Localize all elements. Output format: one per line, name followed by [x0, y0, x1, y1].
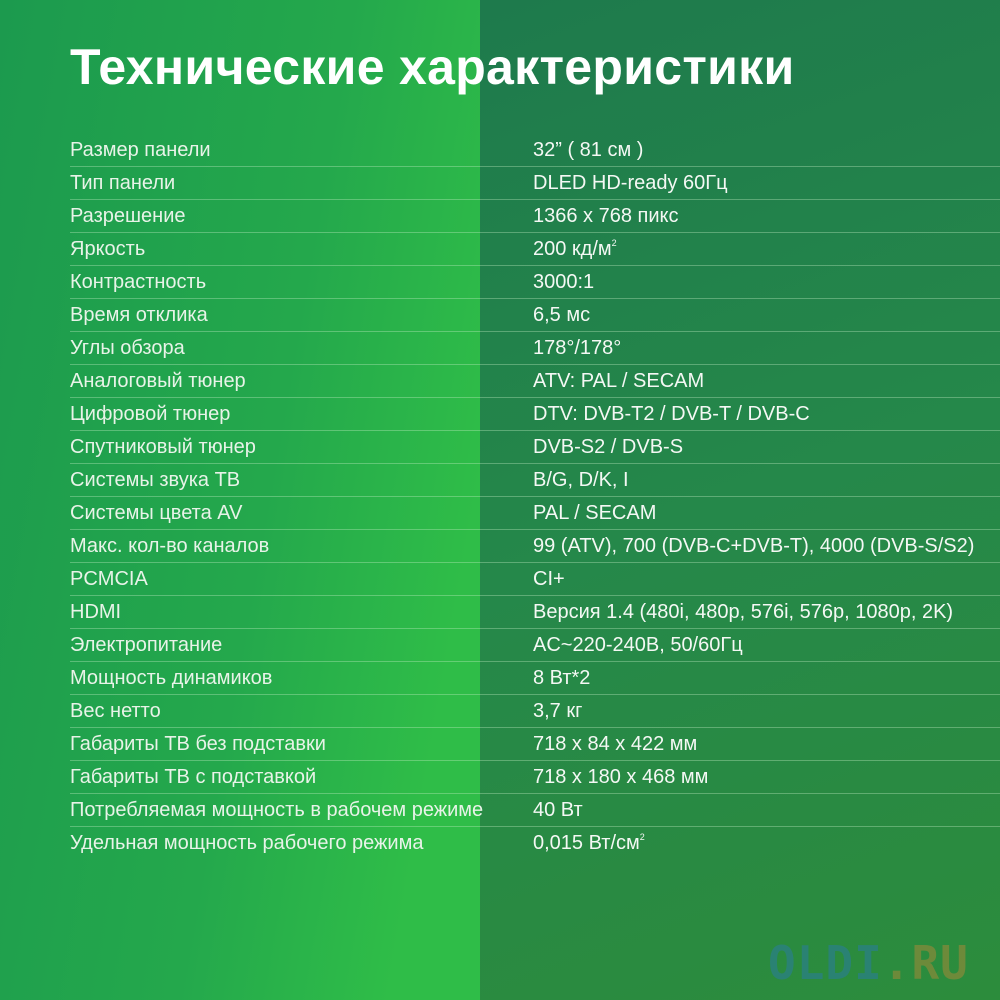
- spec-value-text: DVB-S2 / DVB-S: [533, 436, 684, 458]
- spec-label: Время отклика: [70, 304, 208, 326]
- spec-value-text: ATV: PAL / SECAM: [533, 370, 705, 392]
- spec-label: Разрешение: [70, 205, 186, 227]
- spec-value: B/G, D/K, I: [533, 464, 1000, 496]
- superscript: 2: [611, 238, 617, 248]
- superscript: 2: [639, 832, 645, 842]
- spec-row: Время отклика 6,5 мс: [70, 299, 1000, 332]
- spec-label: Вес нетто: [70, 700, 161, 722]
- spec-label: PCMCIA: [70, 568, 148, 590]
- spec-label: Системы цвета AV: [70, 502, 243, 524]
- spec-value: ATV: PAL / SECAM: [533, 365, 1000, 397]
- spec-value: 1366 x 768 пикс: [533, 200, 1000, 232]
- spec-label: Контрастность: [70, 271, 207, 293]
- spec-row: Аналоговый тюнер ATV: PAL / SECAM: [70, 365, 1000, 398]
- spec-row: Контрастность 3000:1: [70, 266, 1000, 299]
- spec-value-text: 32” ( 81 см ): [533, 139, 644, 161]
- spec-value: 99 (ATV), 700 (DVB-C+DVB-T), 4000 (DVB-S…: [533, 530, 1000, 562]
- spec-value: 8 Вт*2: [533, 662, 1000, 694]
- spec-row: Потребляемая мощность в рабочем режиме 40…: [70, 794, 1000, 827]
- spec-value-text: PAL / SECAM: [533, 502, 657, 524]
- spec-value: 6,5 мс: [533, 299, 1000, 331]
- spec-row: Мощность динамиков 8 Вт*2: [70, 662, 1000, 695]
- spec-value-text: AC~220-240В, 50/60Гц: [533, 634, 743, 656]
- spec-value-text: 6,5 мс: [533, 304, 591, 326]
- right-background-panel: [480, 0, 1000, 1000]
- spec-label: Размер панели: [70, 139, 211, 161]
- spec-value: PAL / SECAM: [533, 497, 1000, 529]
- spec-row: Углы обзора 178°/178°: [70, 332, 1000, 365]
- spec-label: Тип панели: [70, 172, 176, 194]
- spec-label: Яркость: [70, 238, 146, 260]
- spec-value: 40 Вт: [533, 794, 1000, 826]
- spec-value-text: 99 (ATV), 700 (DVB-C+DVB-T), 4000 (DVB-S…: [533, 535, 975, 557]
- spec-value-text: 3,7 кг: [533, 700, 583, 722]
- spec-label: Углы обзора: [70, 337, 185, 359]
- spec-row: Цифровой тюнер DTV: DVB-T2 / DVB-T / DVB-…: [70, 398, 1000, 431]
- spec-value: DTV: DVB-T2 / DVB-T / DVB-C: [533, 398, 1000, 430]
- spec-value: 178°/178°: [533, 332, 1000, 364]
- spec-label: Спутниковый тюнер: [70, 436, 256, 458]
- spec-value-text: B/G, D/K, I: [533, 469, 629, 491]
- spec-row: Удельная мощность рабочего режима 0,015 В…: [70, 827, 1000, 859]
- spec-value-text: CI+: [533, 568, 565, 590]
- spec-value: 200 кд/м2: [533, 233, 1000, 265]
- spec-value: AC~220-240В, 50/60Гц: [533, 629, 1000, 661]
- spec-row: Тип панели DLED HD-ready 60Гц: [70, 167, 1000, 200]
- spec-value: DVB-S2 / DVB-S: [533, 431, 1000, 463]
- watermark-logo: OLDI.RU: [768, 936, 969, 990]
- specs-table: Размер панели 32” ( 81 см ) Тип панели DLED…: [70, 134, 1000, 859]
- spec-row: PCMCIA CI+: [70, 563, 1000, 596]
- spec-value-text: DTV: DVB-T2 / DVB-T / DVB-C: [533, 403, 810, 425]
- page-title: Технические характеристики: [70, 39, 795, 95]
- spec-label: Аналоговый тюнер: [70, 370, 246, 392]
- spec-value: 718 x 180 x 468 мм: [533, 761, 1000, 793]
- spec-value-text: 8 Вт*2: [533, 667, 591, 689]
- spec-label: Габариты ТВ без подставки: [70, 733, 326, 755]
- spec-value: 3000:1: [533, 266, 1000, 298]
- spec-row: Размер панели 32” ( 81 см ): [70, 134, 1000, 167]
- spec-value-text: 718 x 84 x 422 мм: [533, 733, 698, 755]
- spec-row: Системы звука ТВ B/G, D/K, I: [70, 464, 1000, 497]
- spec-value: CI+: [533, 563, 1000, 595]
- spec-value: DLED HD-ready 60Гц: [533, 167, 1000, 199]
- spec-value-text: 3000:1: [533, 271, 595, 293]
- spec-row: Системы цвета AV PAL / SECAM: [70, 497, 1000, 530]
- spec-label: Цифровой тюнер: [70, 403, 231, 425]
- spec-row: Макс. кол-во каналов 99 (ATV), 700 (DVB-C…: [70, 530, 1000, 563]
- spec-value-text: 40 Вт: [533, 799, 583, 821]
- spec-value-text: 718 x 180 x 468 мм: [533, 766, 709, 788]
- spec-label: Габариты ТВ с подставкой: [70, 766, 317, 788]
- spec-value-text: 200 кд/м: [533, 238, 612, 260]
- spec-label: Системы звука ТВ: [70, 469, 241, 491]
- spec-label: Потребляемая мощность в рабочем режиме: [70, 799, 484, 821]
- spec-value-text: 0,015 Вт/см: [533, 832, 640, 854]
- spec-label: Электропитание: [70, 634, 223, 656]
- spec-label: Мощность динамиков: [70, 667, 273, 689]
- spec-row: Яркость 200 кд/м2: [70, 233, 1000, 266]
- spec-value: 32” ( 81 см ): [533, 134, 1000, 166]
- spec-label: HDMI: [70, 601, 122, 623]
- spec-label: Удельная мощность рабочего режима: [70, 832, 424, 854]
- spec-row: Габариты ТВ без подставки 718 x 84 x 422 …: [70, 728, 1000, 761]
- spec-row: HDMI Версия 1.4 (480i, 480p, 576i, 576p, …: [70, 596, 1000, 629]
- spec-row: Габариты ТВ с подставкой 718 x 180 x 468 …: [70, 761, 1000, 794]
- spec-row: Спутниковый тюнер DVB-S2 / DVB-S: [70, 431, 1000, 464]
- spec-row: Разрешение 1366 x 768 пикс: [70, 200, 1000, 233]
- spec-value: 718 x 84 x 422 мм: [533, 728, 1000, 760]
- spec-value: 3,7 кг: [533, 695, 1000, 727]
- spec-row: Вес нетто 3,7 кг: [70, 695, 1000, 728]
- spec-label: Макс. кол-во каналов: [70, 535, 270, 557]
- spec-row: Электропитание AC~220-240В, 50/60Гц: [70, 629, 1000, 662]
- spec-value: Версия 1.4 (480i, 480p, 576i, 576p, 1080…: [533, 596, 1000, 628]
- spec-value-text: DLED HD-ready 60Гц: [533, 172, 728, 194]
- spec-value-text: 178°/178°: [533, 337, 622, 359]
- spec-value: 0,015 Вт/см2: [533, 827, 1000, 859]
- spec-value-text: Версия 1.4 (480i, 480p, 576i, 576p, 1080…: [533, 601, 954, 623]
- spec-value-text: 1366 x 768 пикс: [533, 205, 679, 227]
